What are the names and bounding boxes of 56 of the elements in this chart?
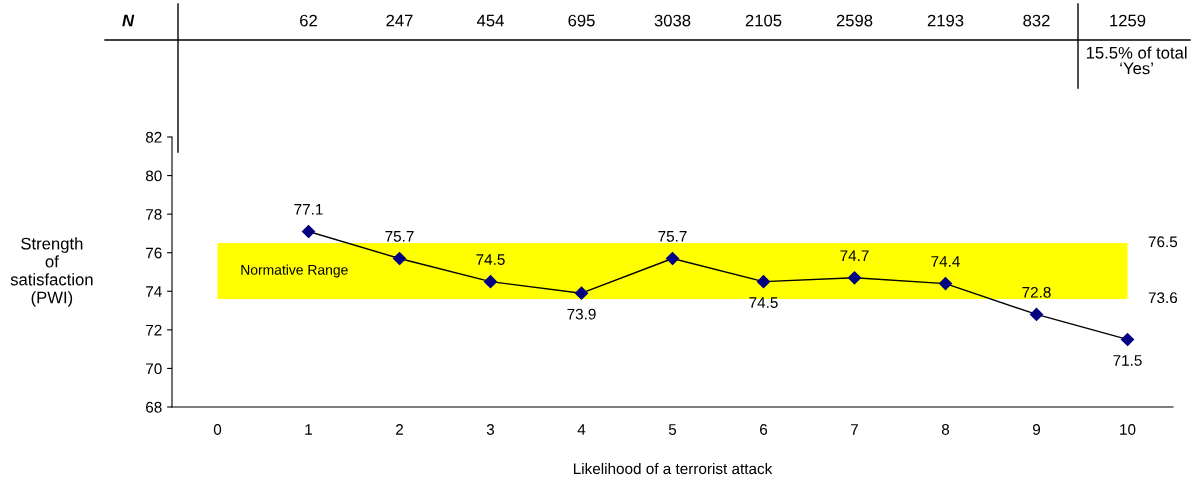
point bbox=[574, 286, 589, 300]
text: 15.5% of total ‘Yes’ bbox=[1086, 46, 1187, 75]
x-tick-label: 2 bbox=[396, 424, 403, 435]
y-tick-label: 80 bbox=[145, 170, 162, 182]
point bbox=[483, 275, 498, 289]
text: 832 bbox=[1023, 14, 1050, 27]
text: 62 bbox=[300, 14, 317, 27]
point bbox=[1029, 307, 1044, 322]
y-tick-label: 68 bbox=[146, 401, 162, 413]
text: 454 bbox=[476, 14, 504, 27]
point bbox=[301, 224, 316, 239]
x-tick-label: 6 bbox=[760, 424, 768, 435]
x-tick-label: 0 bbox=[213, 424, 222, 435]
x-tick-label: 9 bbox=[1032, 424, 1041, 435]
y-tick-label: 74 bbox=[146, 286, 162, 297]
data-label: 77.1 bbox=[294, 204, 323, 215]
data-label: 71.5 bbox=[1113, 355, 1142, 366]
y-tick-label: 70 bbox=[146, 363, 162, 375]
x-tick-label: 4 bbox=[577, 424, 586, 435]
text: 247 bbox=[386, 14, 413, 27]
text: 76.5 bbox=[1148, 236, 1178, 248]
text: 3038 bbox=[654, 14, 691, 27]
text: 73.6 bbox=[1148, 292, 1178, 304]
x-tick-label: 8 bbox=[941, 424, 950, 435]
x-tick-label: 1 bbox=[305, 424, 312, 435]
point bbox=[1120, 332, 1135, 347]
data-label: 72.8 bbox=[1022, 286, 1051, 298]
text: 695 bbox=[568, 14, 595, 27]
band-label: Normative Range bbox=[241, 264, 348, 278]
x-tick-label: 5 bbox=[668, 424, 677, 435]
data-label: 75.7 bbox=[658, 231, 687, 242]
text: 2105 bbox=[745, 14, 782, 27]
y-tick-label: 76 bbox=[146, 247, 162, 259]
point bbox=[756, 275, 771, 289]
point bbox=[938, 276, 953, 291]
point bbox=[665, 251, 680, 266]
x-tick-label: 7 bbox=[851, 424, 858, 435]
x-tick-label: 3 bbox=[486, 424, 495, 435]
text: N bbox=[122, 14, 135, 27]
y-tick-label: 82 bbox=[145, 131, 162, 143]
data-label: 74.5 bbox=[749, 297, 778, 308]
point bbox=[392, 251, 407, 266]
data-label: 74.7 bbox=[840, 250, 869, 261]
point bbox=[847, 271, 862, 285]
data-label: 73.9 bbox=[567, 308, 596, 320]
y-axis-title: Strength of satisfaction (PWI) bbox=[10, 237, 93, 307]
text: 2193 bbox=[927, 14, 964, 27]
y-tick-label: 78 bbox=[146, 209, 162, 220]
data-label: 74.4 bbox=[931, 256, 960, 267]
x-axis-title: Likelihood of a terrorist attack bbox=[573, 462, 773, 475]
text: 2598 bbox=[836, 14, 873, 27]
y-tick-label: 72 bbox=[146, 324, 162, 336]
x-tick-label: 10 bbox=[1120, 424, 1136, 435]
data-label: 75.7 bbox=[385, 231, 414, 242]
text: 1259 bbox=[1110, 14, 1146, 27]
data-label: 74.5 bbox=[476, 254, 505, 265]
